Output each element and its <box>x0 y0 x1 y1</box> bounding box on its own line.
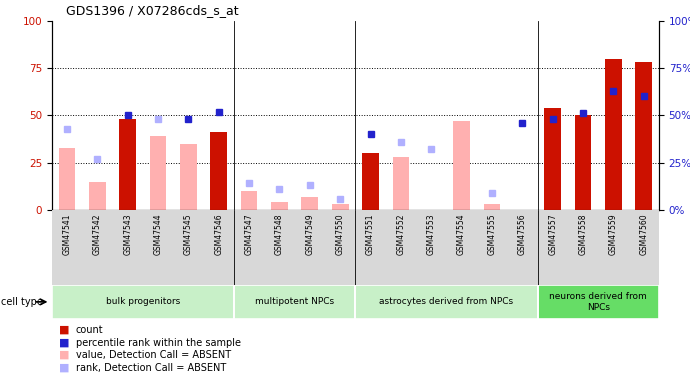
Text: ■: ■ <box>59 325 69 335</box>
Text: GSM47552: GSM47552 <box>396 214 406 255</box>
Text: GSM47551: GSM47551 <box>366 214 375 255</box>
Bar <box>89 182 106 210</box>
Bar <box>59 147 75 210</box>
Bar <box>362 153 379 210</box>
Bar <box>150 136 166 210</box>
Bar <box>210 132 227 210</box>
Bar <box>271 202 288 210</box>
Text: ■: ■ <box>59 338 69 348</box>
Text: GSM47541: GSM47541 <box>62 214 72 255</box>
Text: ■: ■ <box>59 350 69 360</box>
Text: GSM47545: GSM47545 <box>184 214 193 255</box>
Text: percentile rank within the sample: percentile rank within the sample <box>76 338 241 348</box>
Text: GSM47546: GSM47546 <box>214 214 224 255</box>
Text: astrocytes derived from NPCs: astrocytes derived from NPCs <box>380 297 513 306</box>
Text: GSM47556: GSM47556 <box>518 214 527 255</box>
Text: GSM47557: GSM47557 <box>548 214 558 255</box>
Text: GSM47555: GSM47555 <box>487 214 497 255</box>
Text: GSM47547: GSM47547 <box>244 214 254 255</box>
Text: value, Detection Call = ABSENT: value, Detection Call = ABSENT <box>76 350 231 360</box>
Bar <box>393 157 409 210</box>
Bar <box>575 116 591 210</box>
Bar <box>484 204 500 210</box>
Text: count: count <box>76 325 104 335</box>
Text: GDS1396 / X07286cds_s_at: GDS1396 / X07286cds_s_at <box>66 4 238 17</box>
Text: GSM47548: GSM47548 <box>275 214 284 255</box>
Text: GSM47542: GSM47542 <box>92 214 102 255</box>
Bar <box>538 285 659 319</box>
Text: ■: ■ <box>59 363 69 372</box>
Bar <box>302 197 318 210</box>
Text: GSM47554: GSM47554 <box>457 214 466 255</box>
Bar <box>52 285 234 319</box>
Text: multipotent NPCs: multipotent NPCs <box>255 297 334 306</box>
Text: cell type: cell type <box>1 297 43 307</box>
Text: neurons derived from
NPCs: neurons derived from NPCs <box>549 292 647 312</box>
Bar <box>241 191 257 210</box>
Text: GSM47550: GSM47550 <box>335 214 345 255</box>
Bar <box>355 285 538 319</box>
Text: GSM47558: GSM47558 <box>578 214 588 255</box>
Bar <box>453 121 470 210</box>
Text: GSM47543: GSM47543 <box>123 214 132 255</box>
Text: GSM47549: GSM47549 <box>305 214 315 255</box>
Bar <box>180 144 197 210</box>
Text: bulk progenitors: bulk progenitors <box>106 297 180 306</box>
Bar <box>119 119 136 210</box>
Bar <box>544 108 561 210</box>
Bar <box>332 204 348 210</box>
Text: rank, Detection Call = ABSENT: rank, Detection Call = ABSENT <box>76 363 226 372</box>
Bar <box>234 285 355 319</box>
Text: GSM47553: GSM47553 <box>426 214 436 255</box>
Text: GSM47560: GSM47560 <box>639 214 649 255</box>
Text: GSM47559: GSM47559 <box>609 214 618 255</box>
Text: GSM47544: GSM47544 <box>153 214 163 255</box>
Bar <box>635 62 652 210</box>
Bar <box>605 58 622 210</box>
